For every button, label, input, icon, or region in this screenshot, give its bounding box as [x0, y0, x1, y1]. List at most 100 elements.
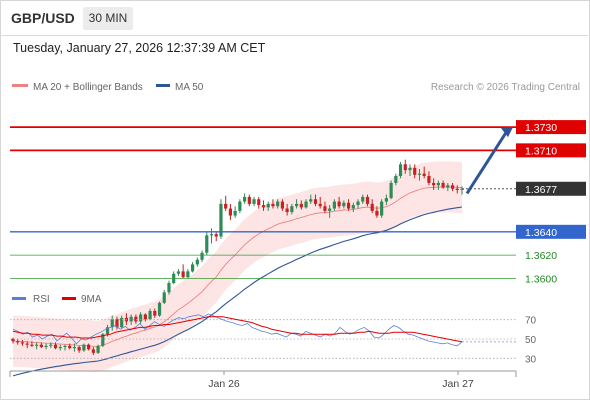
candle-body [403, 164, 407, 171]
candle [30, 341, 34, 348]
candle-body [11, 338, 15, 342]
candle [342, 200, 346, 209]
candle [328, 205, 332, 218]
candle [261, 200, 266, 211]
timeframe-badge[interactable]: 30 MIN [83, 7, 133, 30]
candle [110, 315, 114, 331]
candle-body [20, 342, 25, 344]
candle-body [342, 202, 346, 207]
candle-body [200, 252, 204, 260]
candle-body [257, 199, 261, 206]
candle [323, 201, 327, 214]
candle [242, 193, 247, 204]
candle-body [157, 302, 162, 316]
candle-body [266, 203, 270, 208]
candle [380, 199, 384, 218]
ma50-legend-swatch [156, 84, 170, 87]
candle-body [427, 175, 431, 183]
rsi-ma-line [12, 316, 463, 343]
candle [228, 203, 233, 221]
candle [129, 314, 133, 325]
candle [181, 264, 185, 279]
candle-body [261, 205, 266, 208]
candle-body [44, 345, 48, 348]
candle-body [224, 203, 228, 209]
candle-body [176, 271, 181, 274]
candle-body [290, 206, 294, 213]
forecast-arrow-head [501, 127, 513, 138]
candle [172, 271, 176, 285]
candle [318, 196, 322, 209]
candle-body [77, 347, 81, 351]
candle [450, 182, 455, 192]
candle [304, 199, 308, 209]
candle [446, 182, 450, 192]
candle [313, 194, 318, 207]
candle-body [450, 185, 455, 189]
candle-body [186, 271, 190, 278]
candle-body [153, 310, 157, 316]
time-tick-label: Jan 26 [208, 378, 240, 390]
candle [389, 180, 393, 200]
candle-body [167, 283, 171, 293]
candle [91, 347, 95, 356]
symbol-title: GBP/USD [11, 10, 75, 26]
rsi-tick-label: 30 [525, 354, 537, 365]
candle-body [356, 201, 360, 206]
candle [290, 203, 294, 215]
candle [153, 308, 157, 318]
rsi-line [12, 313, 463, 347]
candle-body [96, 345, 100, 353]
rsi-tick-label: 50 [525, 335, 537, 346]
candle [20, 340, 25, 346]
candle-body [35, 344, 39, 346]
candle [53, 342, 58, 350]
candle-body [417, 173, 422, 175]
candle [35, 342, 39, 350]
candle-body [276, 201, 280, 207]
candle-body [323, 206, 327, 211]
candle [238, 199, 242, 214]
candle-body [460, 188, 464, 190]
candle-body [129, 316, 133, 322]
candle-body [16, 341, 20, 343]
rsi-legend-label: RSI [33, 294, 50, 305]
candle-body [233, 210, 237, 216]
candle-body [455, 188, 459, 190]
candle-body [370, 203, 374, 211]
candle [271, 199, 275, 209]
candle [115, 316, 119, 330]
candle [134, 314, 138, 324]
candle-body [82, 344, 86, 351]
level-tag-current [516, 181, 586, 196]
candle [224, 195, 228, 211]
candle-body [181, 271, 185, 278]
candle-body [39, 344, 43, 348]
candle-body [162, 292, 166, 303]
candle-body [280, 201, 284, 209]
candle [139, 312, 143, 324]
candle [384, 194, 388, 206]
candle [247, 194, 251, 207]
candle [417, 168, 422, 181]
candle-body [328, 208, 332, 211]
candle-body [68, 345, 72, 349]
candle-body [87, 344, 91, 350]
candle-body [346, 202, 351, 209]
candle-body [332, 201, 336, 209]
candle [39, 342, 43, 349]
candle-body [337, 201, 341, 207]
candle-body [219, 203, 223, 237]
candle-body [49, 344, 53, 346]
candle-body [25, 343, 29, 345]
candle [214, 231, 218, 242]
candle [309, 194, 313, 204]
candle [68, 343, 72, 350]
candle [209, 228, 214, 244]
level-tag-resistance [516, 143, 586, 158]
candle-body [422, 173, 426, 176]
candle [63, 344, 67, 351]
candle-body [195, 259, 199, 265]
candle-body [139, 314, 143, 322]
candle [361, 194, 365, 204]
